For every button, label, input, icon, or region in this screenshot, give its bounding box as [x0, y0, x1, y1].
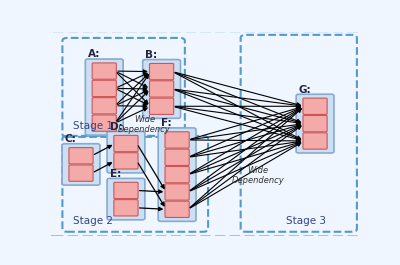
Text: Stage 2: Stage 2: [73, 216, 113, 226]
FancyBboxPatch shape: [107, 131, 145, 173]
FancyBboxPatch shape: [165, 149, 189, 165]
Text: Wide
Dependency: Wide Dependency: [118, 115, 171, 134]
FancyBboxPatch shape: [303, 133, 327, 149]
FancyBboxPatch shape: [114, 135, 138, 152]
FancyBboxPatch shape: [62, 144, 100, 185]
Text: F:: F:: [161, 118, 171, 128]
FancyBboxPatch shape: [150, 81, 174, 97]
Text: G:: G:: [299, 85, 311, 95]
FancyBboxPatch shape: [150, 98, 174, 114]
Text: D:: D:: [110, 122, 122, 132]
Text: E:: E:: [110, 169, 121, 179]
FancyBboxPatch shape: [114, 182, 138, 198]
Text: A:: A:: [88, 50, 100, 59]
FancyBboxPatch shape: [92, 63, 116, 79]
FancyBboxPatch shape: [165, 201, 189, 218]
FancyBboxPatch shape: [165, 166, 189, 183]
FancyBboxPatch shape: [69, 165, 93, 181]
Text: Wide
Dependency: Wide Dependency: [231, 166, 284, 185]
FancyBboxPatch shape: [92, 115, 116, 131]
FancyBboxPatch shape: [69, 148, 93, 164]
FancyBboxPatch shape: [92, 98, 116, 114]
FancyBboxPatch shape: [143, 60, 180, 118]
FancyBboxPatch shape: [114, 200, 138, 216]
FancyBboxPatch shape: [158, 128, 196, 221]
FancyBboxPatch shape: [150, 63, 174, 80]
FancyBboxPatch shape: [303, 116, 327, 132]
Text: Stage 3: Stage 3: [286, 216, 326, 226]
FancyBboxPatch shape: [303, 98, 327, 114]
FancyBboxPatch shape: [85, 59, 123, 135]
FancyBboxPatch shape: [296, 94, 334, 153]
Text: Stage 1: Stage 1: [73, 121, 113, 131]
FancyBboxPatch shape: [92, 80, 116, 96]
FancyBboxPatch shape: [165, 132, 189, 148]
Text: C:: C:: [64, 134, 76, 144]
Text: B:: B:: [145, 50, 157, 60]
FancyBboxPatch shape: [114, 153, 138, 169]
FancyBboxPatch shape: [107, 178, 145, 220]
FancyBboxPatch shape: [165, 184, 189, 200]
